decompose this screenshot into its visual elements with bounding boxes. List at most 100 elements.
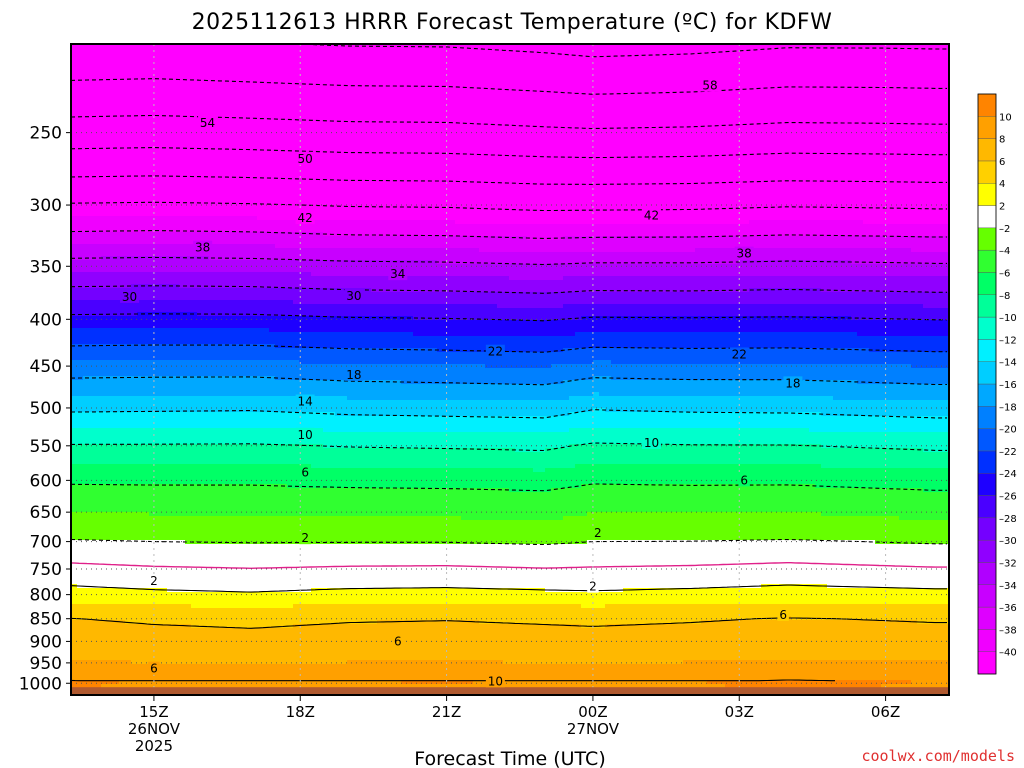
temperature-cell [101, 416, 108, 421]
temperature-cell [77, 148, 84, 153]
temperature-cell [245, 332, 252, 337]
temperature-cell [197, 96, 204, 101]
temperature-cell [221, 508, 228, 513]
temperature-cell [137, 192, 144, 197]
temperature-cell [185, 672, 192, 677]
temperature-cell [71, 580, 78, 585]
temperature-cell [215, 556, 222, 561]
temperature-cell [101, 340, 108, 345]
temperature-cell [89, 68, 96, 73]
temperature-cell [209, 196, 216, 201]
temperature-cell [185, 484, 192, 489]
temperature-cell [107, 524, 114, 529]
temperature-cell [245, 140, 252, 145]
temperature-cell [89, 248, 96, 253]
temperature-cell [197, 628, 204, 633]
temperature-cell [191, 152, 198, 157]
temperature-cell [107, 132, 114, 137]
temperature-cell [215, 552, 222, 557]
temperature-cell [221, 208, 228, 213]
temperature-cell [233, 404, 240, 409]
temperature-cell [221, 172, 228, 177]
temperature-cell [137, 656, 144, 661]
temperature-cell [77, 308, 84, 313]
temperature-cell [107, 392, 114, 397]
temperature-cell [245, 388, 252, 393]
temperature-cell [221, 520, 228, 525]
temperature-cell [215, 228, 222, 233]
temperature-cell [221, 304, 228, 309]
temperature-cell [167, 244, 174, 249]
temperature-cell [83, 188, 90, 193]
temperature-cell [89, 472, 96, 477]
temperature-cell [179, 544, 186, 549]
temperature-cell [203, 352, 210, 357]
temperature-cell [185, 400, 192, 405]
temperature-cell [161, 140, 168, 145]
temperature-cell [119, 456, 126, 461]
temperature-cell [143, 536, 150, 541]
temperature-cell [191, 548, 198, 553]
temperature-cell [239, 340, 246, 345]
temperature-cell [173, 432, 180, 437]
temperature-cell [167, 204, 174, 209]
temperature-cell [107, 208, 114, 213]
temperature-cell [107, 516, 114, 521]
temperature-cell [179, 88, 186, 93]
temperature-cell [245, 556, 252, 561]
temperature-cell [173, 276, 180, 281]
temperature-cell [209, 332, 216, 337]
temperature-cell [143, 504, 150, 509]
temperature-cell [197, 552, 204, 557]
temperature-cell [89, 232, 96, 237]
temperature-cell [143, 532, 150, 537]
temperature-cell [119, 460, 126, 465]
temperature-cell [185, 344, 192, 349]
temperature-cell [203, 176, 210, 181]
temperature-cell [233, 300, 240, 305]
temperature-cell [209, 420, 216, 425]
temperature-cell [95, 368, 102, 373]
temperature-cell [125, 436, 132, 441]
temperature-cell [83, 300, 90, 305]
temperature-cell [113, 520, 120, 525]
temperature-cell [197, 604, 204, 609]
temperature-cell [71, 664, 78, 669]
temperature-cell [143, 452, 150, 457]
temperature-cell [83, 404, 90, 409]
temperature-cell [107, 476, 114, 481]
temperature-cell [251, 152, 258, 157]
temperature-cell [185, 340, 192, 345]
temperature-cell [143, 328, 150, 333]
temperature-cell [239, 104, 246, 109]
temperature-cell [215, 524, 222, 529]
temperature-cell [179, 284, 186, 289]
temperature-cell [167, 424, 174, 429]
temperature-cell [185, 600, 192, 605]
temperature-cell [101, 284, 108, 289]
temperature-cell [197, 216, 204, 221]
temperature-cell [185, 528, 192, 533]
temperature-cell [245, 368, 252, 373]
temperature-cell [185, 576, 192, 581]
temperature-cell [95, 604, 102, 609]
temperature-cell [89, 84, 96, 89]
temperature-cell [191, 284, 198, 289]
temperature-cell [77, 520, 84, 525]
temperature-cell [185, 652, 192, 657]
temperature-cell [107, 156, 114, 161]
temperature-cell [203, 428, 210, 433]
temperature-cell [203, 576, 210, 581]
temperature-cell [245, 468, 252, 473]
temperature-cell [113, 460, 120, 465]
temperature-cell [119, 416, 126, 421]
temperature-cell [83, 576, 90, 581]
temperature-cell [173, 528, 180, 533]
temperature-cell [221, 656, 228, 661]
temperature-cell [119, 400, 126, 405]
temperature-cell [209, 376, 216, 381]
temperature-cell [107, 584, 114, 589]
temperature-cell [239, 644, 246, 649]
temperature-cell [239, 472, 246, 477]
temperature-cell [125, 388, 132, 393]
